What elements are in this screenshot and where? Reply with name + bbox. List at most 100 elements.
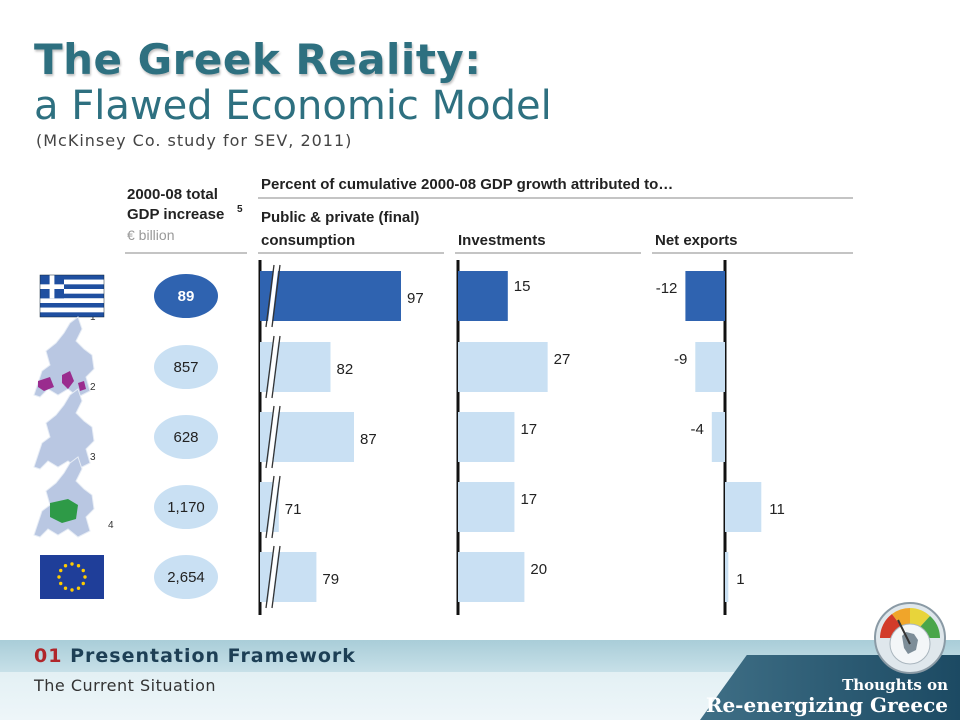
eu-flag-star (70, 562, 74, 566)
bar-net-exports (725, 552, 729, 602)
series-header-investments: Investments (458, 232, 546, 249)
gdp-bubble-label: 628 (173, 429, 198, 446)
greece-flag-stripe (40, 284, 104, 289)
bar-net-exports-label: -9 (674, 351, 687, 368)
bar-investments-label: 20 (530, 561, 547, 578)
footnote-mark: 1 (90, 312, 96, 323)
europe-map-icon (33, 388, 95, 470)
section-title: 01 Presentation Framework (34, 645, 356, 667)
footnote-mark: 2 (90, 382, 96, 393)
gdp-growth-chart: 2000-08 total GDP increase 5 € billion Perce… (33, 176, 853, 615)
axis-break-marker (265, 405, 281, 469)
series-header-net-exports: Net exports (655, 232, 738, 249)
eu-flag-star (83, 575, 87, 579)
bar-consumption-label: 79 (322, 571, 339, 588)
brand-line1: Thoughts on (842, 676, 948, 694)
slide-title: The Greek Reality: (34, 35, 482, 84)
section-label: Presentation Framework (70, 645, 356, 667)
eu-flag-star (63, 564, 68, 568)
section-subtitle: The Current Situation (34, 676, 216, 695)
gdp-header-unit: € billion (127, 227, 174, 243)
axis-break-gap (268, 412, 278, 462)
eu-flag-star (81, 581, 85, 586)
bar-investments-label: 17 (520, 491, 537, 508)
greece-flag-stripe (40, 307, 104, 313)
greece-flag-stripe (40, 279, 104, 285)
axis-break-gap (268, 552, 278, 602)
axis-break-gap (268, 271, 278, 321)
bar-net-exports (725, 482, 762, 532)
gdp-header-line2: GDP increase (127, 206, 224, 223)
eu-flag-star (81, 568, 85, 573)
slide-source: (McKinsey Co. study for SEV, 2011) (36, 131, 353, 150)
gdp-bubble (154, 274, 218, 318)
europe-map-highlight (38, 371, 86, 391)
eu-flag-star (63, 586, 68, 590)
europe-map-icon (33, 456, 95, 538)
greece-flag-stripe (40, 312, 104, 317)
bar-net-exports (711, 412, 725, 462)
gdp-bubble-label: 857 (173, 359, 198, 376)
bar-consumption-label: 71 (285, 501, 302, 518)
axis-break-marker (265, 545, 281, 609)
series-header-consumption-line2: consumption (261, 232, 355, 249)
greece-flag-stripe (40, 293, 104, 299)
bar-investments-label: 15 (514, 278, 531, 295)
greece-flag-stripe (40, 303, 104, 308)
gdp-bubble-label: 89 (178, 288, 195, 305)
eu-flag-star (76, 586, 81, 590)
chart-title: Percent of cumulative 2000-08 GDP growth… (261, 176, 673, 193)
brand-line2: Re-energizing Greece (705, 693, 948, 717)
bar-investments-label: 27 (554, 351, 571, 368)
greece-flag-cross-h (40, 284, 64, 289)
europe-map-icon (33, 316, 95, 398)
eu-flag-star (59, 568, 63, 573)
gdp-bubble-label: 2,654 (167, 569, 205, 586)
bar-net-exports-label: 11 (769, 501, 785, 518)
axis-break-marker (265, 335, 281, 399)
series-header-consumption-line1: Public & private (final) (261, 209, 419, 226)
bar-consumption-label: 97 (407, 290, 424, 307)
footnote-mark: 3 (90, 452, 96, 463)
bar-net-exports (685, 271, 725, 321)
gdp-bubble (154, 555, 218, 599)
eu-flag-star (70, 588, 74, 592)
europe-map-highlight (50, 499, 78, 523)
eu-flag-icon (40, 555, 104, 599)
axis-break-gap (268, 482, 278, 532)
bar-net-exports-label: -12 (656, 280, 678, 297)
bar-investments (458, 412, 515, 462)
section-number: 01 (34, 645, 63, 667)
gdp-header-superscript: 5 (237, 204, 243, 215)
gdp-bubble (154, 485, 218, 529)
bar-net-exports-label: -4 (690, 421, 703, 438)
gdp-bubble (154, 345, 218, 389)
eu-flag-star (57, 575, 61, 579)
bar-investments (458, 271, 508, 321)
bar-consumption (260, 271, 401, 321)
greece-flag-icon (39, 274, 105, 318)
gdp-bubble-label: 1,170 (167, 499, 205, 516)
bar-net-exports-label: 1 (736, 571, 744, 588)
bar-net-exports (695, 342, 725, 392)
slide-subtitle: a Flawed Economic Model (34, 83, 552, 129)
title-block: The Greek Reality: a Flawed Economic Mod… (34, 36, 552, 152)
axis-break-marker (265, 264, 281, 328)
bar-investments (458, 482, 515, 532)
footnote-mark: 4 (108, 520, 114, 531)
bar-consumption-label: 87 (360, 431, 377, 448)
gdp-header-line1: 2000-08 total (127, 186, 218, 203)
bar-investments (458, 342, 548, 392)
eu-flag-star (59, 581, 63, 586)
eu-flag-star (76, 564, 81, 568)
gdp-bubble (154, 415, 218, 459)
bar-consumption-label: 82 (337, 361, 354, 378)
axis-break-marker (265, 475, 281, 539)
bar-investments-label: 17 (520, 421, 537, 438)
greece-flag-stripe (40, 289, 104, 294)
gauge-logo-icon (874, 602, 946, 674)
axis-break-gap (268, 342, 278, 392)
bar-consumption (260, 552, 317, 602)
greece-flag-stripe (40, 275, 104, 280)
bar-investments (458, 552, 525, 602)
